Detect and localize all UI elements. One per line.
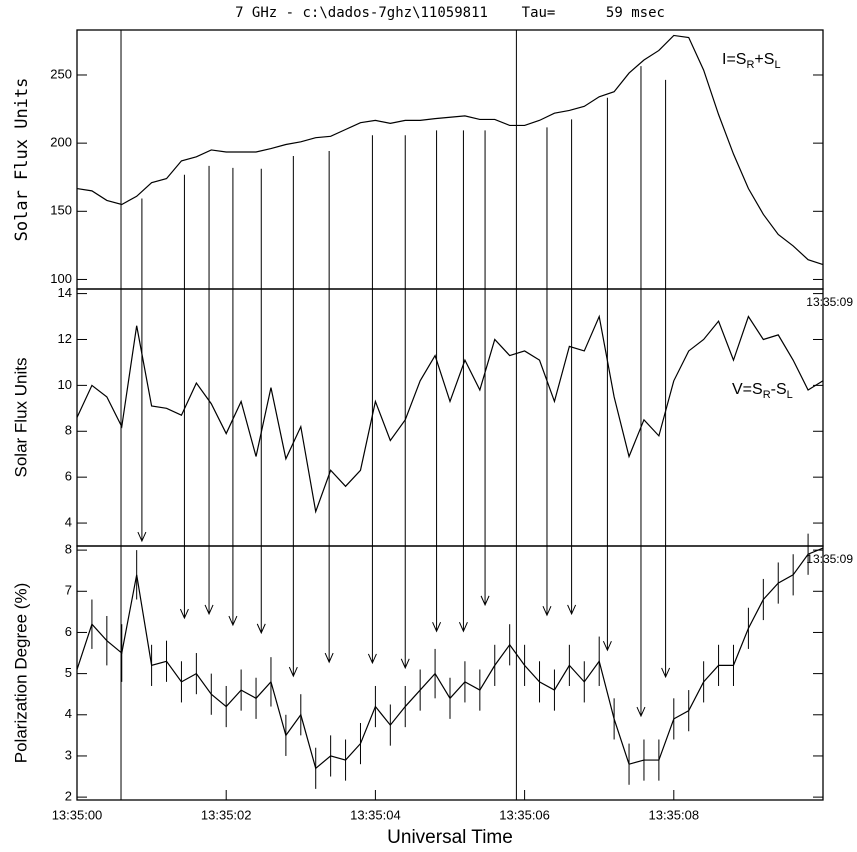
arrow <box>542 127 552 617</box>
y-tick-label: 6 <box>65 624 72 639</box>
arrow <box>458 130 468 633</box>
arrow <box>480 130 490 607</box>
annotation-part: +S <box>754 51 774 68</box>
y-tick-label: 12 <box>58 331 72 346</box>
y-tick-label: 2 <box>65 789 72 804</box>
corner-label: 13:35:09 <box>806 552 853 566</box>
y-tick-label: 150 <box>50 203 72 218</box>
annotation-subscript: L <box>774 59 780 71</box>
y-tick-label: 14 <box>58 285 72 300</box>
y-tick-label: 200 <box>50 135 72 150</box>
annotation-subscript: R <box>763 389 771 401</box>
arrow <box>602 97 612 652</box>
arrow <box>256 168 266 635</box>
annotation-subscript: L <box>787 389 793 401</box>
arrow <box>137 198 147 543</box>
arrow <box>324 151 334 664</box>
data-line <box>76 547 824 770</box>
annotation-part: I=S <box>722 51 746 68</box>
annotation-subscript: R <box>746 59 754 71</box>
annotation: I=SR+SL <box>722 51 781 71</box>
y-tick-label: 7 <box>65 583 72 598</box>
y-tick-label: 5 <box>65 665 72 680</box>
y-tick-label: 8 <box>65 423 72 438</box>
x-axis-label: Universal Time <box>387 827 513 848</box>
y-axis-label: Solar Flux Units <box>12 78 32 242</box>
annotation-part: -S <box>771 381 787 398</box>
y-tick-label: 4 <box>65 514 72 529</box>
arrow <box>567 119 577 616</box>
x-tick-label: 13:35:08 <box>648 807 699 822</box>
corner-label: 13:35:09 <box>806 295 853 309</box>
arrow <box>367 135 377 665</box>
y-tick-label: 3 <box>65 747 72 762</box>
annotation: V=SR-SL <box>732 381 793 401</box>
chart-title: 7 GHz - c:\dados-7ghz\11059811 Tau= 59 m… <box>235 5 665 21</box>
arrow <box>636 66 646 718</box>
x-tick-label: 13:35:02 <box>201 807 252 822</box>
y-axis-label: Polarization Degree (%) <box>11 583 30 763</box>
data-line <box>76 34 824 266</box>
x-tick-label: 13:35:00 <box>52 807 103 822</box>
x-tick-label: 13:35:06 <box>499 807 550 822</box>
arrow <box>400 135 410 670</box>
y-tick-label: 250 <box>50 66 72 81</box>
x-tick-label: 13:35:04 <box>350 807 401 822</box>
arrow <box>204 165 214 616</box>
y-tick-label: 6 <box>65 469 72 484</box>
arrow <box>179 174 189 620</box>
y-tick-label: 100 <box>50 271 72 286</box>
y-tick-label: 8 <box>65 542 72 557</box>
data-line <box>76 314 824 514</box>
annotation-part: V=S <box>732 381 763 398</box>
arrow <box>288 155 298 678</box>
y-axis-label: Solar Flux Units <box>11 358 30 478</box>
y-tick-label: 10 <box>58 377 72 392</box>
arrow <box>228 167 238 627</box>
y-tick-label: 4 <box>65 706 72 721</box>
arrow <box>661 79 671 679</box>
arrow <box>432 130 442 633</box>
